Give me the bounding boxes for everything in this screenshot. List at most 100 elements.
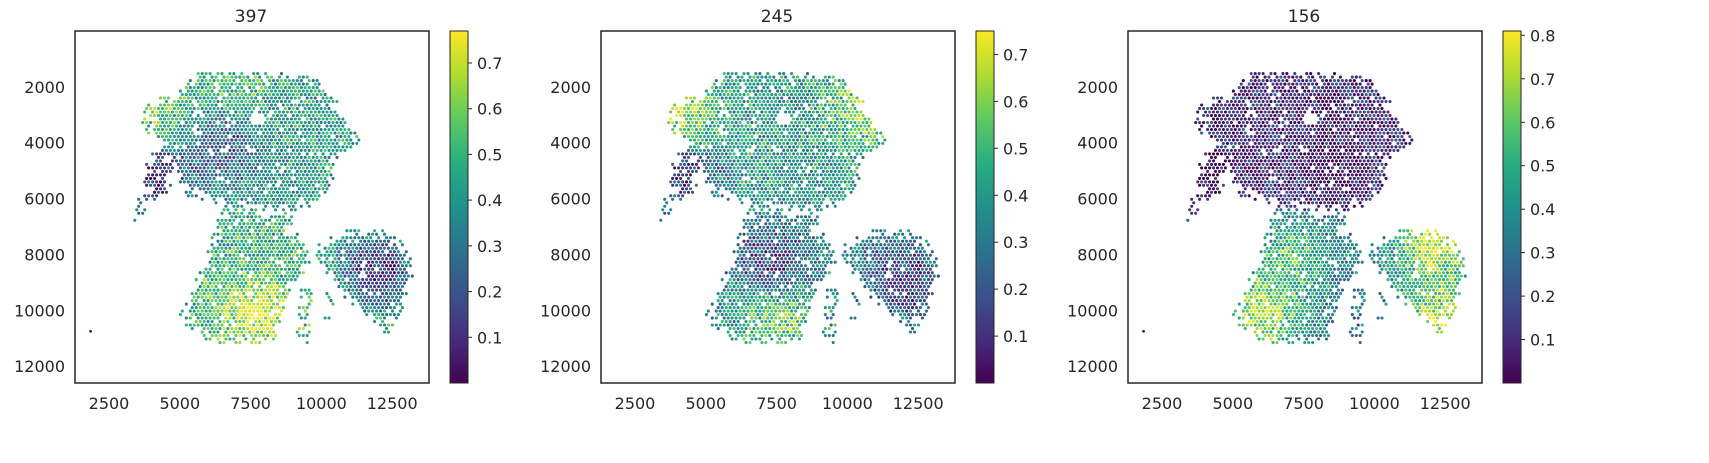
data-point	[197, 303, 200, 306]
data-point	[808, 257, 811, 260]
data-point	[256, 233, 259, 236]
data-point	[266, 96, 269, 99]
data-point	[855, 166, 858, 169]
data-point	[218, 145, 221, 148]
data-point	[752, 152, 755, 155]
data-point	[260, 170, 263, 173]
data-point	[691, 163, 694, 166]
data-point	[337, 131, 340, 134]
data-point	[881, 268, 884, 271]
data-point	[252, 212, 255, 215]
data-point	[226, 250, 229, 253]
data-point	[744, 124, 747, 127]
data-point	[357, 264, 360, 267]
data-point	[393, 264, 396, 267]
data-point	[211, 271, 214, 274]
data-point	[318, 138, 321, 141]
data-point	[294, 131, 297, 134]
data-point	[290, 110, 293, 113]
data-point	[262, 313, 265, 316]
data-point	[744, 278, 747, 281]
data-point	[711, 121, 714, 124]
data-point	[740, 285, 743, 288]
data-point	[222, 264, 225, 267]
data-point	[859, 243, 862, 246]
data-point	[365, 299, 368, 302]
data-point	[812, 124, 815, 127]
data-point	[171, 124, 174, 127]
data-point	[760, 90, 763, 93]
data-point	[341, 271, 344, 274]
data-point	[262, 187, 265, 190]
data-point	[685, 166, 688, 169]
data-point	[927, 264, 930, 267]
data-point	[794, 233, 797, 236]
data-point	[327, 114, 330, 117]
data-point	[746, 233, 749, 236]
data-point	[723, 296, 726, 299]
data-point	[766, 114, 769, 117]
data-point	[713, 159, 716, 162]
data-point	[347, 128, 350, 131]
data-point	[693, 152, 696, 155]
data-point	[792, 145, 795, 148]
data-point	[349, 285, 352, 288]
data-point	[897, 233, 900, 236]
data-point	[853, 261, 856, 264]
data-point	[830, 261, 833, 264]
data-point	[306, 334, 309, 337]
data-point	[742, 135, 745, 138]
data-point	[183, 152, 186, 155]
data-point	[220, 156, 223, 159]
data-point	[195, 173, 198, 176]
data-point	[667, 121, 670, 124]
data-point	[788, 173, 791, 176]
data-point	[851, 180, 854, 183]
data-point	[294, 180, 297, 183]
data-point	[800, 180, 803, 183]
data-point	[788, 145, 791, 148]
data-point	[768, 278, 771, 281]
data-point	[218, 90, 221, 93]
data-point	[280, 135, 283, 138]
data-point	[812, 131, 815, 134]
data-point	[909, 289, 912, 292]
data-point	[318, 187, 321, 190]
data-point	[883, 278, 886, 281]
data-point	[893, 254, 896, 257]
data-point	[205, 128, 208, 131]
data-point	[691, 114, 694, 117]
data-point	[276, 191, 279, 194]
data-point	[818, 247, 821, 250]
data-point	[201, 184, 204, 187]
data-point	[816, 166, 819, 169]
data-point	[820, 271, 823, 274]
data-point	[814, 198, 817, 201]
data-point	[205, 107, 208, 110]
data-point	[768, 166, 771, 169]
data-point	[260, 107, 263, 110]
data-point	[371, 254, 374, 257]
data-point	[199, 166, 202, 169]
data-point	[782, 289, 785, 292]
data-point	[701, 152, 704, 155]
data-point	[383, 330, 386, 333]
data-point	[792, 131, 795, 134]
data-point	[171, 159, 174, 162]
data-point	[746, 72, 749, 75]
data-point	[272, 177, 275, 180]
data-point	[222, 313, 225, 316]
data-point	[143, 180, 146, 183]
data-point	[842, 142, 845, 145]
data-point	[213, 323, 216, 326]
data-point	[814, 100, 817, 103]
data-point	[337, 257, 340, 260]
data-point	[824, 264, 827, 267]
data-point	[742, 184, 745, 187]
data-point	[375, 303, 378, 306]
data-point	[145, 107, 148, 110]
data-point	[379, 247, 382, 250]
data-point	[381, 292, 384, 295]
data-point	[399, 310, 402, 313]
data-point	[216, 337, 219, 340]
